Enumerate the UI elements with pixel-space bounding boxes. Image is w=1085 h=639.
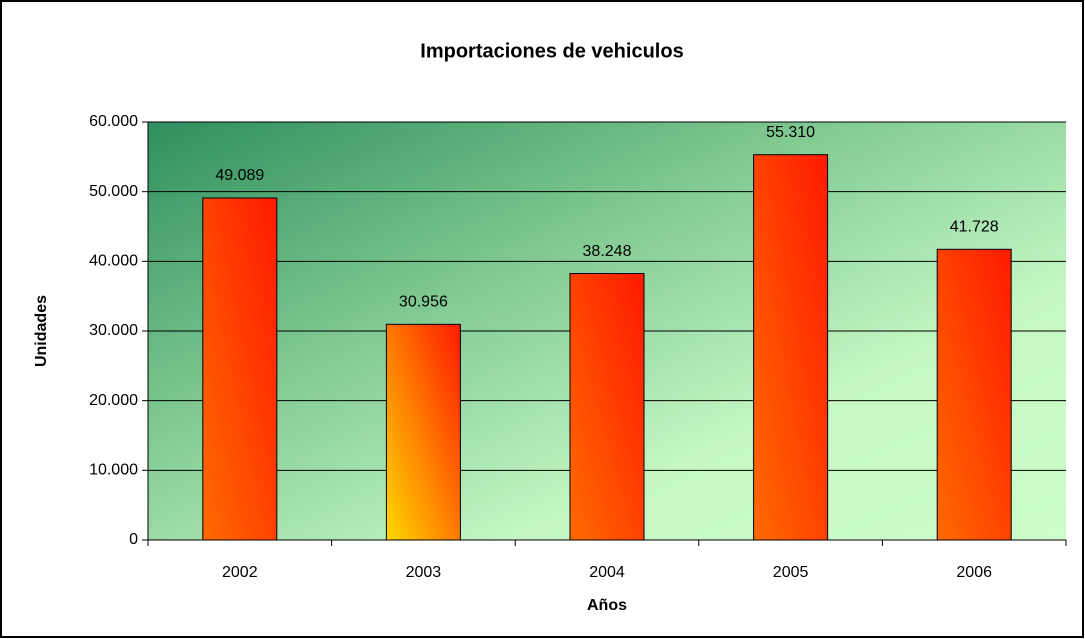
- y-tick-label: 50.000: [89, 183, 138, 200]
- bar: [936, 248, 1012, 541]
- data-label: 30.956: [399, 294, 448, 311]
- data-label: 55.310: [766, 124, 815, 141]
- chart-title: Importaciones de vehiculos: [420, 40, 683, 62]
- x-tick-label: 2005: [773, 564, 809, 581]
- x-axis-title: Años: [587, 597, 627, 614]
- x-tick-label: 2006: [956, 564, 992, 581]
- x-tick-label: 2004: [589, 564, 625, 581]
- y-tick-label: 10.000: [89, 462, 138, 479]
- y-axis-title: Unidades: [33, 295, 50, 367]
- y-tick-label: 30.000: [89, 322, 138, 339]
- data-label: 41.728: [950, 219, 999, 236]
- data-label: 38.248: [583, 243, 632, 260]
- data-label: 49.089: [215, 167, 264, 184]
- bar: [385, 323, 461, 541]
- bar: [569, 273, 645, 541]
- bar: [202, 197, 278, 541]
- bar: [753, 154, 829, 541]
- y-tick-label: 40.000: [89, 253, 138, 270]
- y-tick-label: 0: [129, 531, 138, 548]
- y-tick-label: 60.000: [89, 113, 138, 130]
- x-tick-label: 2002: [222, 564, 258, 581]
- y-tick-label: 20.000: [89, 392, 138, 409]
- x-tick-label: 2003: [406, 564, 442, 581]
